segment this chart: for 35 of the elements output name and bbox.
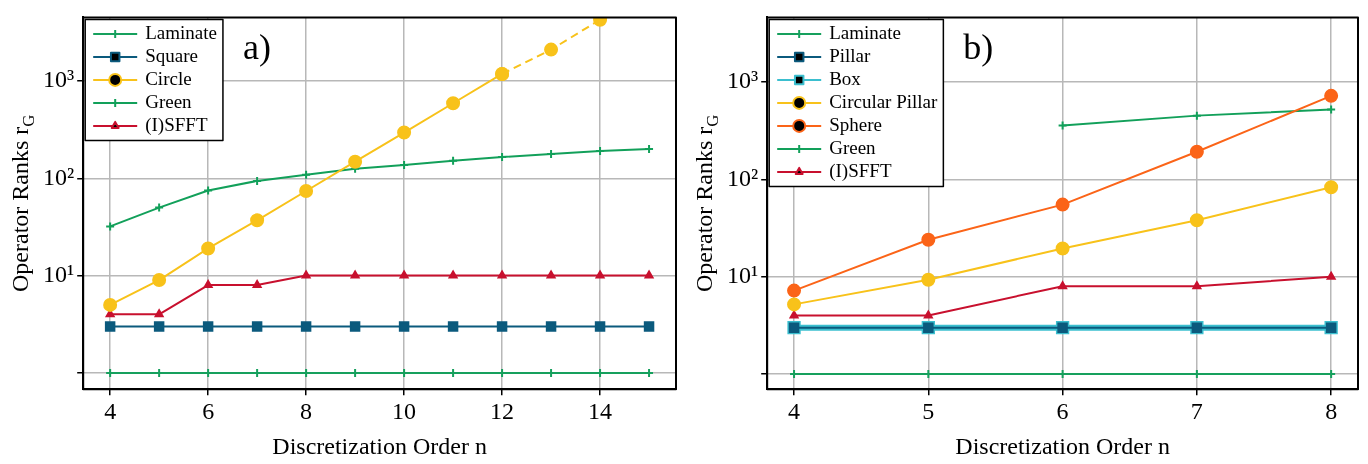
legend-label: Sphere	[829, 113, 882, 135]
y-tick-label: 10¹	[42, 260, 75, 287]
x-tick-label: 14	[588, 397, 613, 424]
x-axis-title: Discretization Order n	[272, 433, 487, 460]
legend-label: Green	[145, 90, 193, 112]
y-tick-label: 10²	[726, 164, 759, 191]
legend-label: Green	[829, 136, 877, 158]
x-tick-label: 8	[1325, 397, 1338, 424]
legend-label: Box	[829, 67, 862, 89]
x-tick-label: 8	[300, 397, 313, 424]
x-tick-label: 4	[104, 397, 117, 424]
y-axis-title: Operator Ranks rG	[7, 114, 38, 292]
annotation: b)	[963, 26, 994, 67]
annotation: a)	[242, 26, 271, 67]
y-axis-title: Operator Ranks rG	[691, 114, 722, 292]
legend-label: Circular Pillar	[829, 90, 939, 112]
legend-label: Laminate	[829, 21, 901, 43]
y-tick-label: 10³	[42, 66, 75, 93]
y-tick-label: 10²	[42, 163, 75, 190]
x-tick-label: 12	[490, 397, 515, 424]
legend-label: Pillar	[829, 44, 872, 66]
legend-label: Laminate	[145, 21, 217, 43]
legend-label: (I)SFFT	[145, 113, 208, 136]
y-tick-label: 10¹	[726, 262, 759, 289]
x-tick-label: 10	[392, 397, 417, 424]
x-tick-label: 4	[788, 397, 801, 424]
x-tick-label: 7	[1190, 397, 1203, 424]
legend-label: Circle	[145, 67, 192, 89]
x-tick-label: 5	[922, 397, 935, 424]
y-tick-label: 10³	[726, 67, 759, 94]
legend-label: Square	[145, 44, 198, 66]
x-axis-title: Discretization Order n	[955, 433, 1170, 460]
x-tick-label: 6	[1056, 397, 1069, 424]
x-tick-label: 6	[202, 397, 215, 424]
legend-label: (I)SFFT	[829, 159, 892, 182]
